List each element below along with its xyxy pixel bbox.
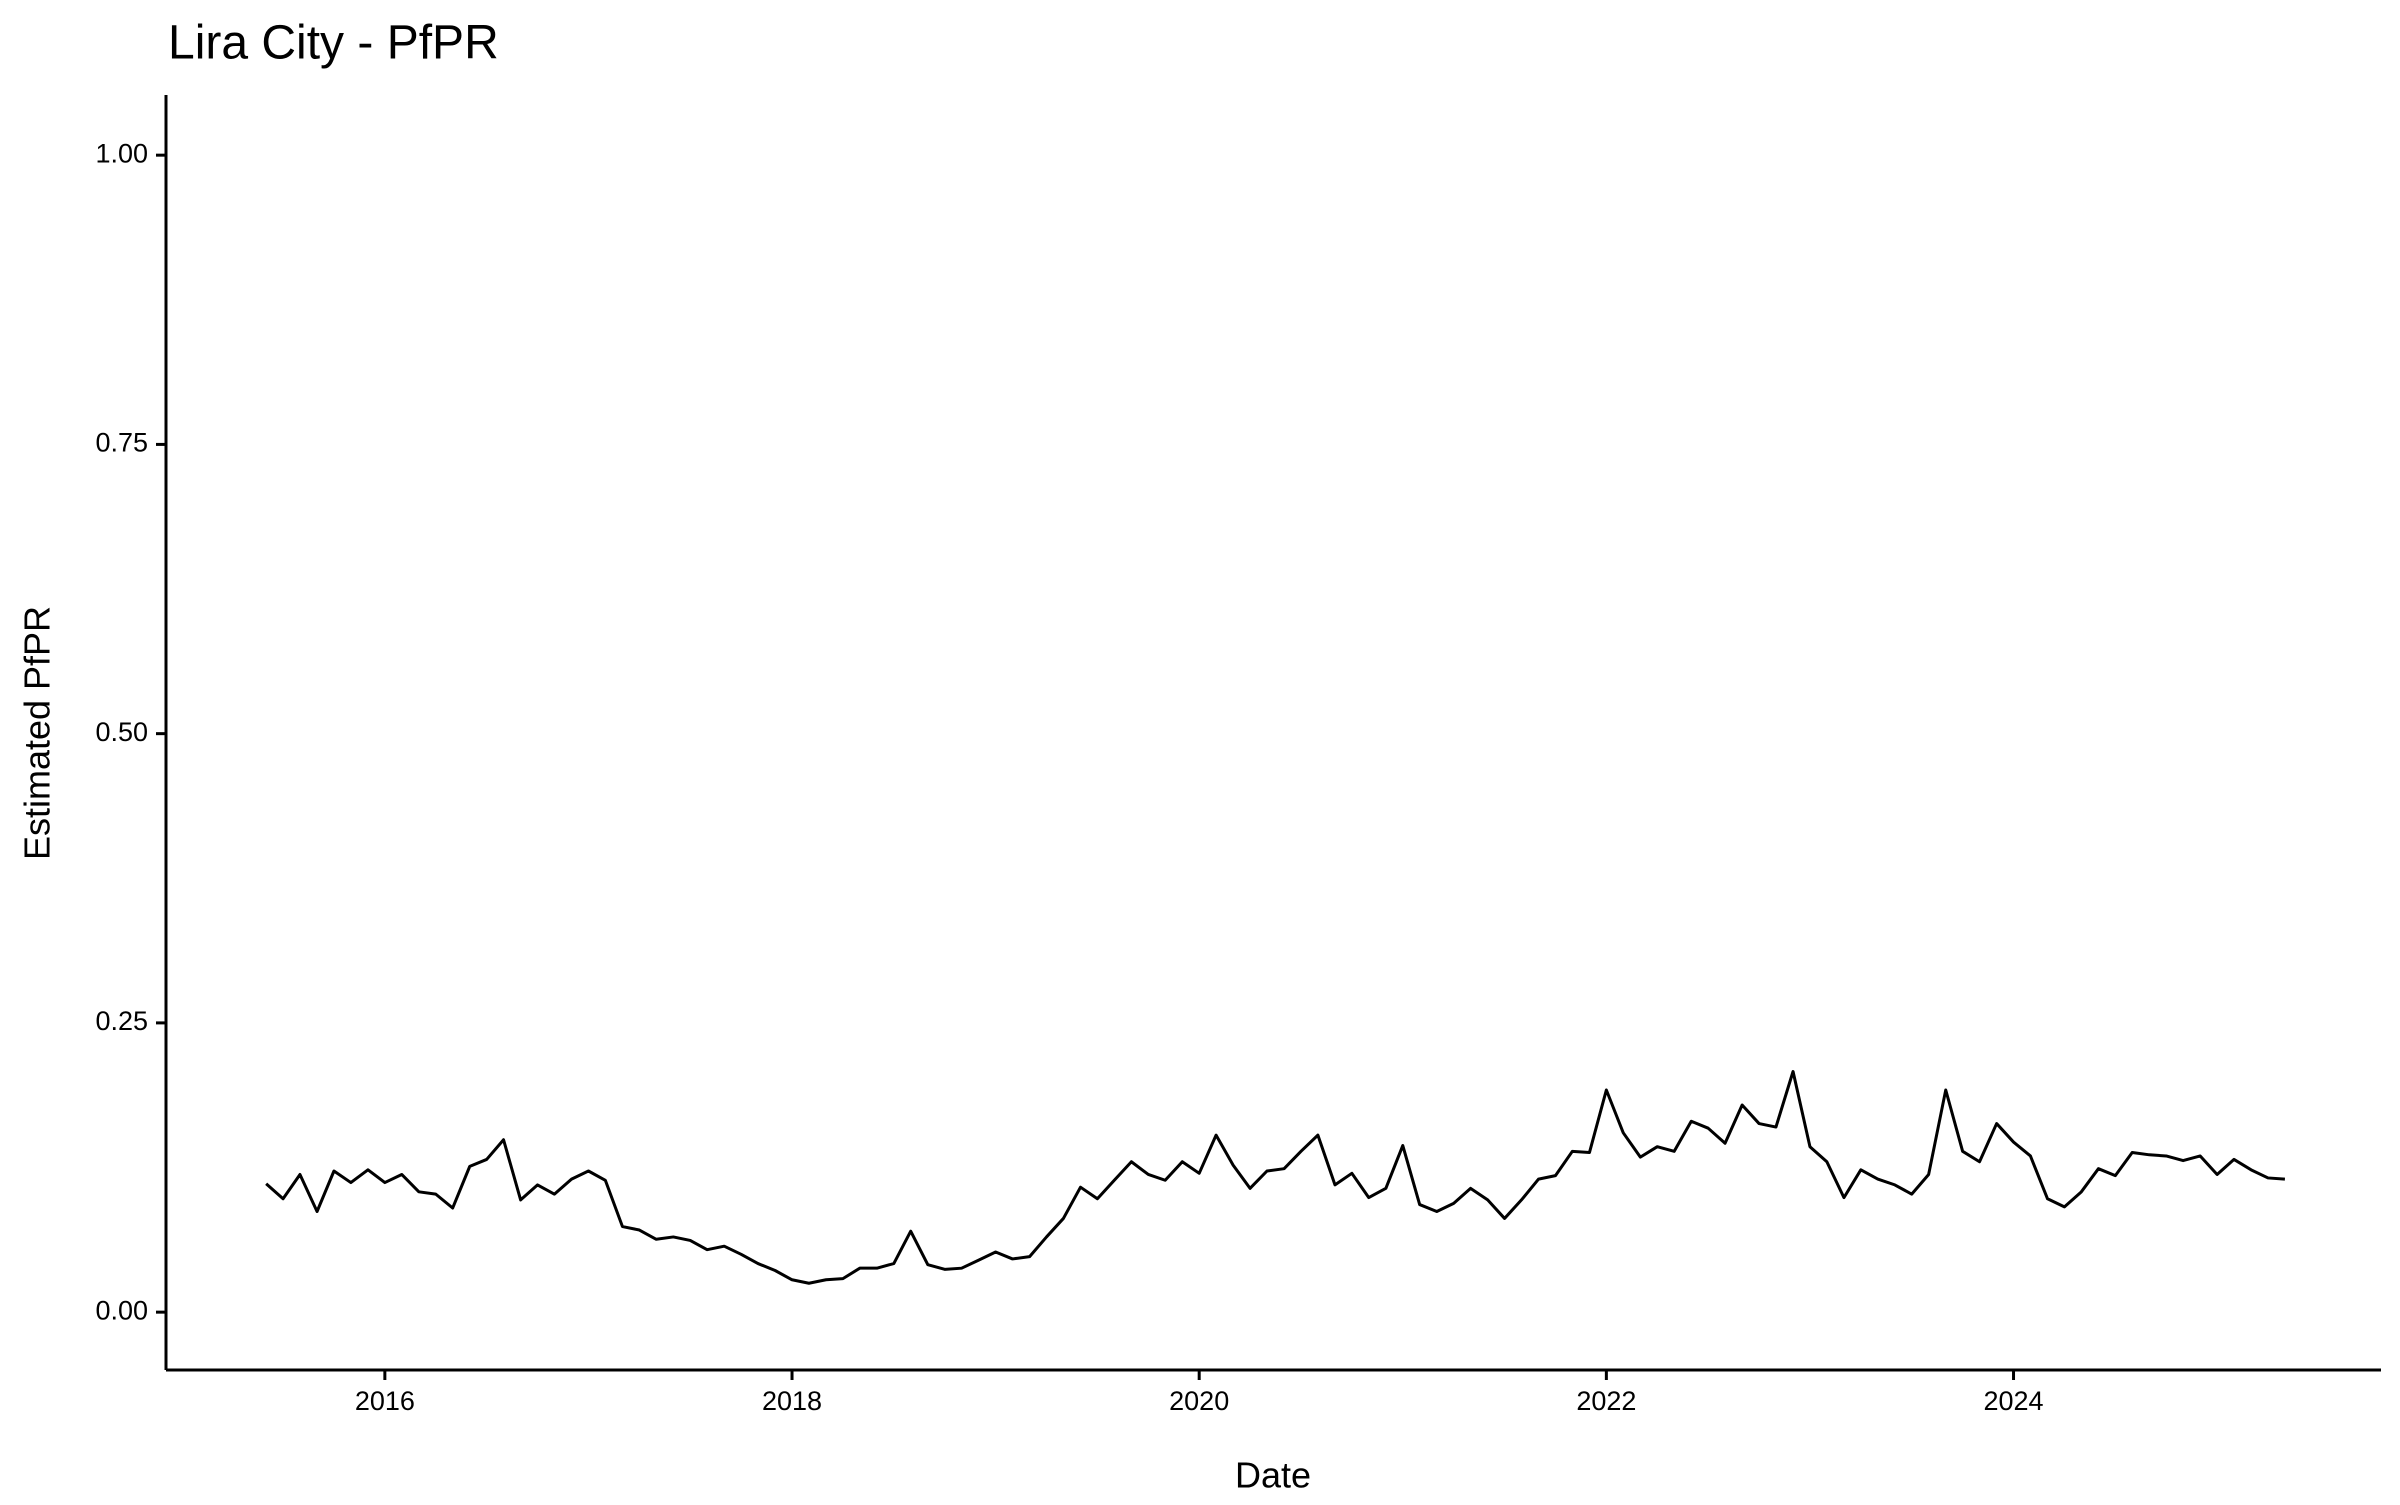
y-tick-label: 0.50 bbox=[95, 717, 148, 747]
y-tick-label: 0.00 bbox=[95, 1295, 148, 1325]
y-tick-label: 1.00 bbox=[95, 138, 148, 168]
y-axis-title: Estimated PfPR bbox=[17, 606, 58, 860]
line-series bbox=[265, 1070, 2286, 1285]
x-tick-label: 2022 bbox=[1576, 1386, 1636, 1416]
x-axis-title: Date bbox=[1235, 1455, 1311, 1496]
x-tick-label: 2024 bbox=[1983, 1386, 2043, 1416]
y-tick-label: 0.25 bbox=[95, 1006, 148, 1036]
chart-title: Lira City - PfPR bbox=[168, 17, 499, 70]
x-tick-label: 2016 bbox=[355, 1386, 415, 1416]
x-tick-label: 2018 bbox=[762, 1386, 822, 1416]
x-tick-label: 2020 bbox=[1169, 1386, 1229, 1416]
y-tick-label: 0.75 bbox=[95, 428, 148, 458]
